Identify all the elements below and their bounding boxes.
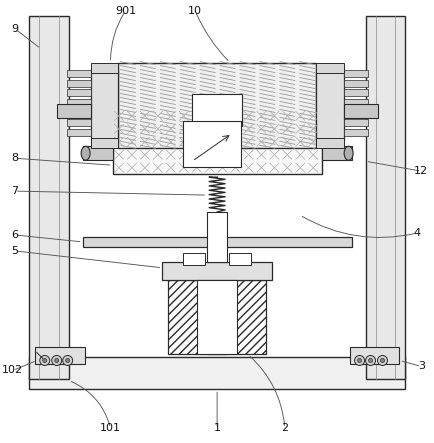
Bar: [344, 100, 368, 106]
Circle shape: [381, 358, 385, 362]
Bar: [322, 146, 352, 160]
Circle shape: [43, 358, 47, 362]
Bar: [168, 280, 226, 354]
Text: 7: 7: [11, 186, 18, 196]
Bar: [112, 114, 322, 174]
Bar: [344, 105, 378, 118]
Bar: [29, 16, 69, 379]
Bar: [118, 62, 316, 148]
Bar: [197, 280, 237, 354]
Circle shape: [358, 358, 362, 362]
Bar: [192, 94, 242, 126]
Bar: [365, 16, 405, 379]
Text: 901: 901: [115, 6, 136, 16]
Ellipse shape: [81, 146, 90, 160]
Bar: [67, 129, 91, 136]
Bar: [316, 70, 344, 140]
Bar: [208, 280, 266, 354]
Text: 5: 5: [11, 246, 18, 256]
Text: 12: 12: [414, 166, 428, 176]
Bar: [67, 89, 91, 97]
Bar: [67, 70, 91, 77]
Bar: [35, 346, 85, 365]
Bar: [67, 109, 91, 117]
Bar: [82, 146, 112, 160]
Text: 10: 10: [188, 6, 202, 16]
Bar: [344, 109, 368, 117]
Bar: [207, 212, 227, 262]
Bar: [316, 62, 344, 73]
Bar: [67, 80, 91, 86]
Bar: [344, 129, 368, 136]
Text: 9: 9: [11, 24, 18, 34]
Bar: [162, 262, 272, 280]
Bar: [67, 100, 91, 106]
Bar: [57, 105, 91, 118]
Circle shape: [52, 355, 62, 365]
Bar: [229, 253, 251, 265]
Text: 4: 4: [414, 228, 421, 238]
Bar: [316, 138, 344, 148]
Bar: [344, 70, 368, 77]
Bar: [29, 358, 405, 389]
Circle shape: [378, 355, 388, 365]
Bar: [67, 119, 91, 126]
Text: 2: 2: [281, 423, 289, 433]
Circle shape: [355, 355, 365, 365]
Bar: [344, 80, 368, 86]
Text: 6: 6: [11, 230, 18, 240]
Bar: [91, 138, 118, 148]
Bar: [350, 346, 399, 365]
Circle shape: [365, 355, 375, 365]
Circle shape: [66, 358, 70, 362]
Text: 3: 3: [418, 361, 425, 371]
Circle shape: [55, 358, 59, 362]
Text: 8: 8: [11, 153, 18, 163]
Bar: [183, 253, 205, 265]
Circle shape: [40, 355, 50, 365]
Text: 1: 1: [214, 423, 220, 433]
Circle shape: [368, 358, 372, 362]
Bar: [82, 237, 352, 247]
Bar: [91, 62, 118, 73]
Circle shape: [62, 355, 72, 365]
Text: 101: 101: [100, 423, 121, 433]
Text: 102: 102: [2, 365, 23, 375]
Bar: [91, 70, 118, 140]
Bar: [344, 119, 368, 126]
Ellipse shape: [344, 146, 353, 160]
Bar: [344, 89, 368, 97]
Bar: [183, 121, 241, 167]
